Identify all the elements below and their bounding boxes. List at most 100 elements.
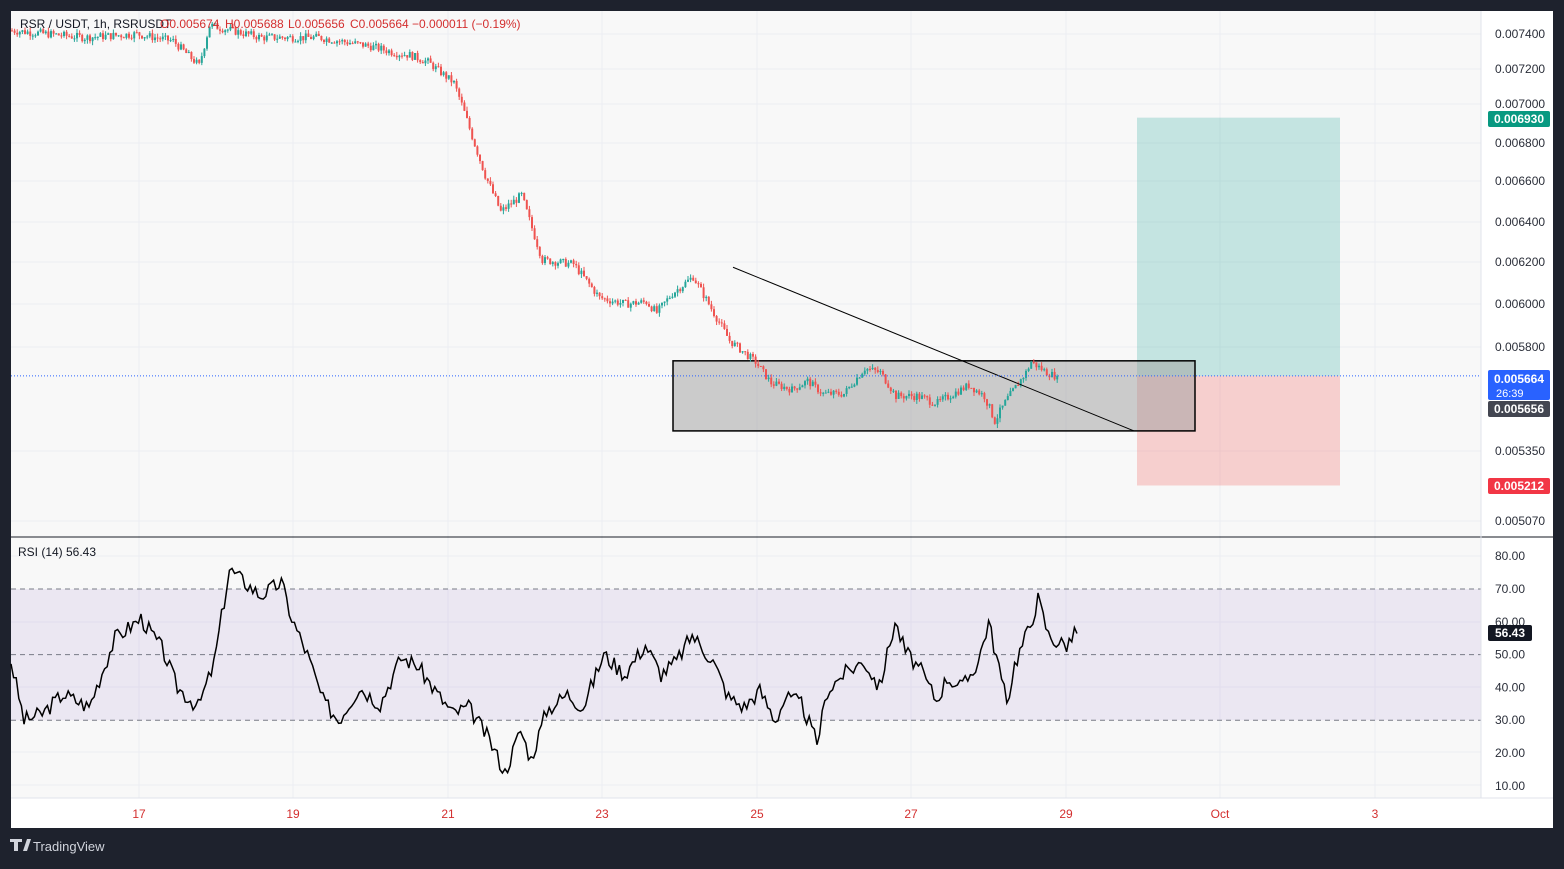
candle-body bbox=[741, 351, 744, 353]
price-tick-label[interactable]: 0.006800 bbox=[1495, 136, 1545, 150]
candle-body bbox=[653, 306, 656, 312]
candle-body bbox=[307, 33, 310, 37]
candle-body bbox=[674, 292, 676, 297]
candle-body bbox=[154, 37, 156, 41]
candle-body bbox=[289, 36, 292, 38]
price-tick-label[interactable]: 0.006600 bbox=[1495, 174, 1545, 188]
price-tick-label[interactable]: 0.005070 bbox=[1495, 514, 1545, 528]
candle-body bbox=[317, 33, 320, 37]
candle-body bbox=[122, 37, 125, 39]
candle-body bbox=[645, 301, 648, 305]
candle-body bbox=[336, 41, 338, 44]
time-tick-label[interactable]: 29 bbox=[1059, 807, 1073, 821]
candle-body bbox=[330, 42, 333, 44]
candle-body bbox=[596, 292, 598, 294]
time-tick-label[interactable]: 17 bbox=[132, 807, 146, 821]
time-tick-label[interactable]: 19 bbox=[286, 807, 300, 821]
candle-body bbox=[471, 128, 474, 140]
candle-body bbox=[947, 394, 949, 400]
candle-body bbox=[169, 40, 172, 42]
candle-body bbox=[1030, 361, 1033, 369]
candle-body bbox=[832, 390, 835, 395]
descending-trendline[interactable] bbox=[732, 266, 1135, 432]
symbol-legend[interactable]: RSR / USDT, 1h, RSRUSDT O0.005674 H0.005… bbox=[20, 17, 521, 31]
time-tick-label[interactable]: 21 bbox=[441, 807, 455, 821]
symbol-label[interactable]: RSR / USDT, 1h, RSRUSDT bbox=[20, 17, 172, 31]
candle-body bbox=[918, 393, 921, 399]
time-tick-label[interactable]: 3 bbox=[1372, 807, 1379, 821]
time-axis[interactable]: 17 19 21 23 25 27 29 Oct 3 bbox=[132, 807, 1378, 821]
candle-body bbox=[570, 260, 572, 263]
rsi-title[interactable]: RSI (14) bbox=[18, 545, 63, 559]
candle-body bbox=[388, 50, 390, 54]
candle-body bbox=[102, 33, 104, 40]
svg-text:0.005212: 0.005212 bbox=[1494, 479, 1544, 493]
candle-body bbox=[185, 49, 188, 54]
price-tick-label[interactable]: 0.006400 bbox=[1495, 215, 1545, 229]
tradingview-logo[interactable]: TradingView bbox=[10, 839, 105, 854]
candle-body bbox=[203, 48, 206, 57]
candle-body bbox=[447, 75, 450, 79]
candle-body bbox=[130, 37, 133, 39]
candle-body bbox=[91, 37, 94, 42]
candle-body bbox=[109, 33, 112, 40]
low-value: L0.005656 bbox=[288, 17, 345, 31]
price-tick-label[interactable]: 0.007200 bbox=[1495, 62, 1545, 76]
candle-body bbox=[312, 36, 315, 40]
candle-body bbox=[518, 193, 520, 203]
rsi-tick-label[interactable]: 50.00 bbox=[1495, 648, 1525, 662]
candle-body bbox=[177, 43, 180, 50]
candle-body bbox=[666, 298, 669, 302]
candle-body bbox=[611, 301, 614, 304]
rsi-tick-label[interactable]: 70.00 bbox=[1495, 582, 1525, 596]
candle-body bbox=[460, 96, 463, 103]
candle-body bbox=[736, 342, 739, 344]
time-tick-label[interactable]: Oct bbox=[1211, 807, 1230, 821]
candle-body bbox=[663, 301, 666, 303]
candle-body bbox=[546, 257, 549, 259]
rsi-tick-label[interactable]: 40.00 bbox=[1495, 680, 1525, 694]
price-axis[interactable]: 0.007400 0.007200 0.007000 0.006800 0.006600… bbox=[1495, 27, 1545, 528]
candle-body bbox=[915, 393, 918, 401]
candle-body bbox=[525, 200, 528, 210]
candle-body bbox=[424, 60, 427, 64]
price-tick-label[interactable]: 0.006200 bbox=[1495, 255, 1545, 269]
time-tick-label[interactable]: 27 bbox=[904, 807, 918, 821]
time-tick-label[interactable]: 23 bbox=[595, 807, 609, 821]
price-tick-label[interactable]: 0.007000 bbox=[1495, 97, 1545, 111]
rsi-tick-label[interactable]: 20.00 bbox=[1495, 746, 1525, 760]
candle-body bbox=[559, 259, 562, 264]
svg-text:56.43: 56.43 bbox=[1495, 626, 1525, 640]
time-tick-label[interactable]: 25 bbox=[750, 807, 764, 821]
candle-body bbox=[837, 391, 840, 395]
candle-body bbox=[783, 386, 786, 390]
candle-body bbox=[681, 287, 684, 292]
price-pane[interactable] bbox=[11, 11, 1481, 536]
candle-body bbox=[21, 30, 24, 32]
target-zone[interactable] bbox=[1137, 117, 1340, 376]
rsi-tick-label[interactable]: 30.00 bbox=[1495, 713, 1525, 727]
candle-body bbox=[863, 370, 866, 374]
price-tick-label[interactable]: 0.005350 bbox=[1495, 444, 1545, 458]
price-tick-label[interactable]: 0.007400 bbox=[1495, 27, 1545, 41]
price-tick-label[interactable]: 0.005800 bbox=[1495, 340, 1545, 354]
rsi-pane[interactable] bbox=[11, 538, 1481, 798]
candle-body bbox=[744, 351, 747, 353]
candle-body bbox=[788, 388, 791, 393]
candle-body bbox=[437, 66, 440, 68]
candle-body bbox=[486, 178, 489, 181]
rsi-tick-label[interactable]: 80.00 bbox=[1495, 549, 1525, 563]
candle-body bbox=[1035, 362, 1038, 368]
candle-body bbox=[265, 35, 268, 41]
rsi-legend[interactable]: RSI (14) 56.43 bbox=[18, 545, 96, 559]
candle-body bbox=[822, 392, 825, 394]
candle-body bbox=[978, 390, 981, 395]
candle-body bbox=[619, 302, 622, 305]
rsi-tick-label[interactable]: 10.00 bbox=[1495, 779, 1525, 793]
candle-body bbox=[648, 304, 650, 307]
consolidation-box[interactable] bbox=[672, 360, 1196, 432]
price-tick-label[interactable]: 0.006000 bbox=[1495, 297, 1545, 311]
candle-body bbox=[195, 59, 198, 63]
candle-body bbox=[640, 300, 643, 303]
candle-body bbox=[583, 270, 585, 277]
